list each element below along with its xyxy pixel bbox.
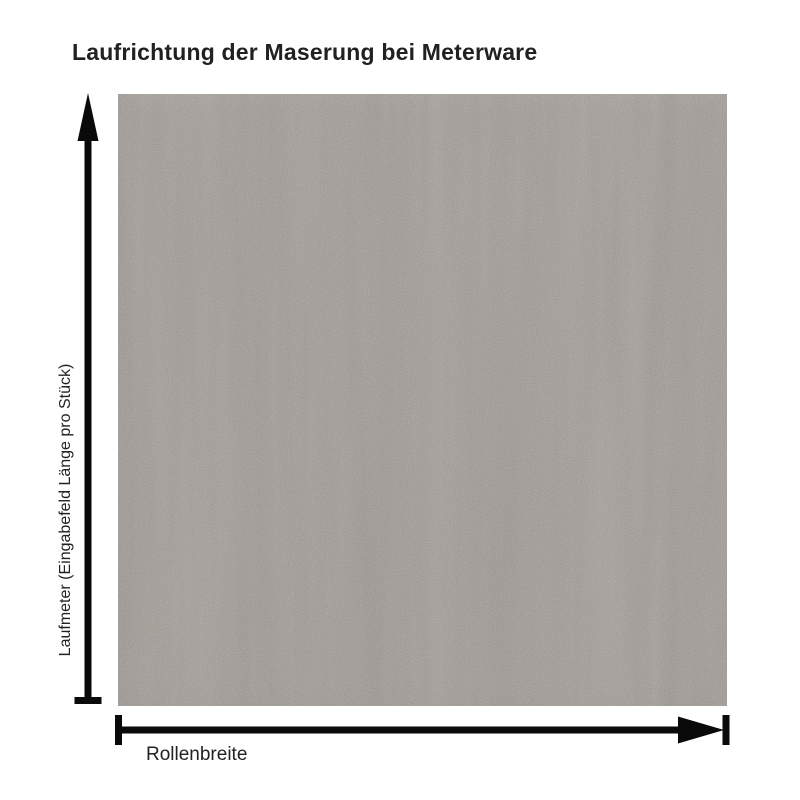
vertical-axis-label: Laufmeter (Eingabefeld Länge pro Stück) bbox=[57, 363, 74, 657]
vertical-axis-label-wrap: Laufmeter (Eingabefeld Länge pro Stück) bbox=[50, 336, 82, 684]
page-title: Laufrichtung der Maserung bei Meterware bbox=[72, 39, 538, 65]
fabric-swatch bbox=[118, 94, 727, 706]
vertical-direction-arrow-icon bbox=[74, 93, 102, 704]
horizontal-axis-label: Rollenbreite bbox=[146, 744, 248, 765]
fabric-texture-icon bbox=[118, 94, 727, 706]
horizontal-direction-arrow-icon bbox=[115, 715, 730, 745]
